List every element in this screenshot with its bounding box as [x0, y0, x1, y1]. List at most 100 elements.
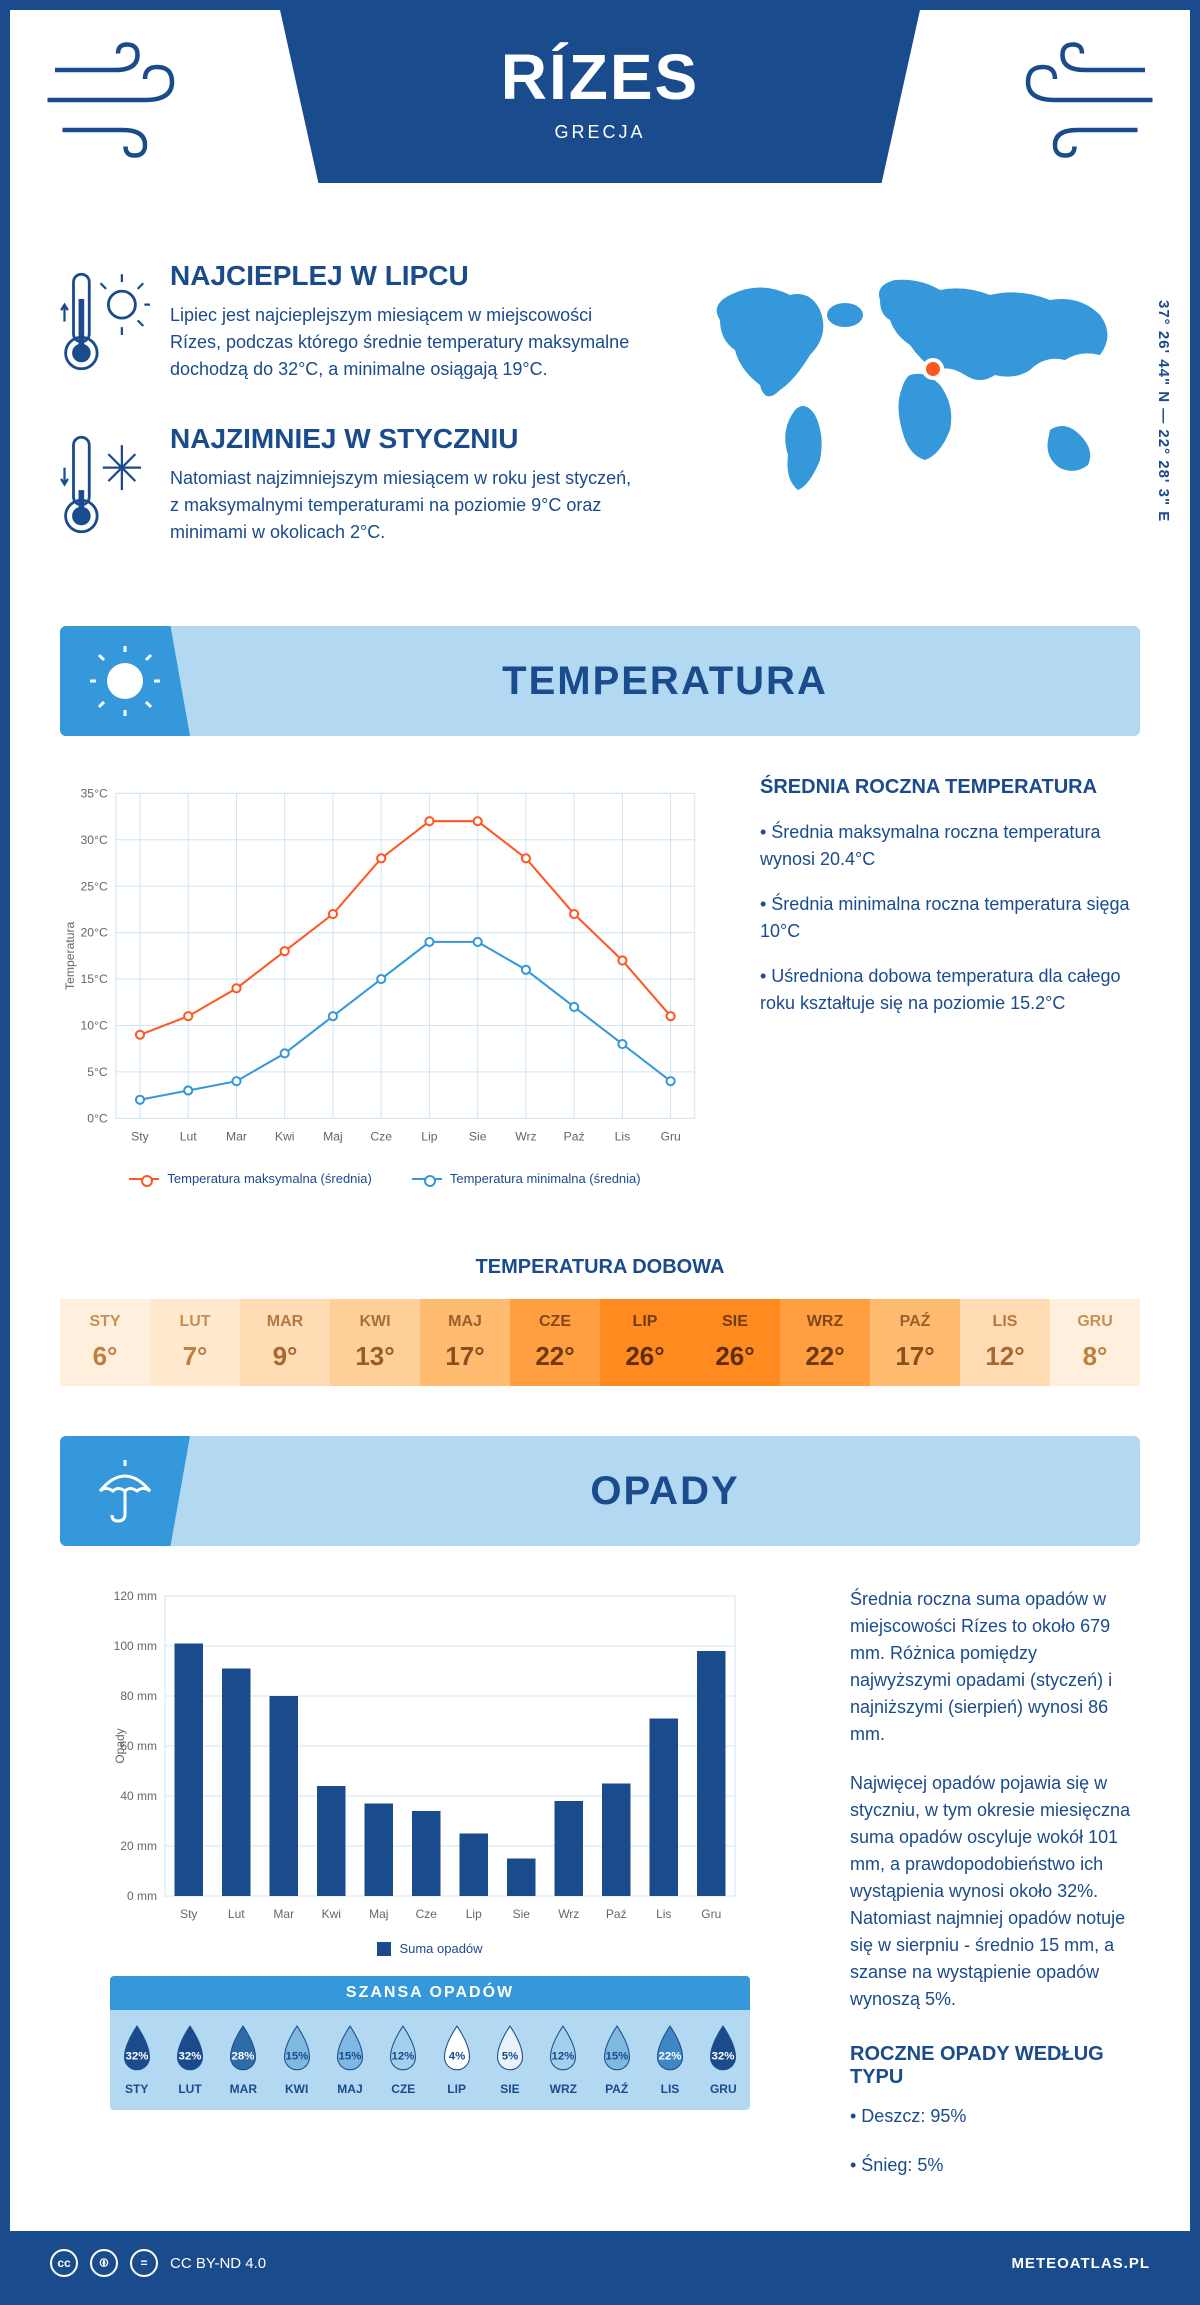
city-name: RÍZES — [280, 40, 920, 114]
coordinates: 37° 26' 44" N — 22° 28' 3" E — [1155, 300, 1172, 522]
svg-text:Kwi: Kwi — [322, 1907, 341, 1921]
site-name: METEOATLAS.PL — [1011, 2255, 1150, 2272]
svg-text:4%: 4% — [448, 2050, 465, 2062]
svg-text:15°C: 15°C — [81, 972, 108, 986]
page: RÍZES GRECJA NAJC — [0, 0, 1200, 2305]
chance-box: SZANSA OPADÓW 32% STY 32% LUT 28% MAR — [110, 1976, 750, 2110]
daily-cell: KWI13° — [330, 1299, 420, 1386]
svg-text:Mar: Mar — [273, 1907, 294, 1921]
chance-cell: 32% LUT — [163, 2024, 216, 2096]
svg-text:Cze: Cze — [370, 1130, 392, 1144]
chance-title: SZANSA OPADÓW — [110, 1976, 750, 2010]
svg-text:25°C: 25°C — [81, 879, 108, 893]
chance-cell: 15% KWI — [270, 2024, 323, 2096]
daily-cell: LUT7° — [150, 1299, 240, 1386]
svg-text:Gru: Gru — [660, 1130, 680, 1144]
svg-text:40 mm: 40 mm — [120, 1789, 157, 1803]
footer: cc 🅯 = CC BY-ND 4.0 METEOATLAS.PL — [10, 2231, 1190, 2295]
svg-text:20 mm: 20 mm — [120, 1839, 157, 1853]
chance-cell: 28% MAR — [217, 2024, 270, 2096]
svg-text:Maj: Maj — [323, 1130, 343, 1144]
wind-icon — [1010, 40, 1160, 160]
svg-text:Lut: Lut — [180, 1130, 198, 1144]
svg-text:35°C: 35°C — [81, 786, 108, 800]
svg-text:Sty: Sty — [131, 1130, 150, 1144]
svg-text:10°C: 10°C — [81, 1019, 108, 1033]
svg-text:Paź: Paź — [606, 1907, 627, 1921]
svg-text:0 mm: 0 mm — [127, 1889, 157, 1903]
svg-text:12%: 12% — [552, 2050, 575, 2062]
temperature-title: TEMPERATURA — [190, 659, 1140, 704]
coldest-text: Natomiast najzimniejszym miesiącem w rok… — [170, 465, 640, 546]
chance-cell: 12% CZE — [377, 2024, 430, 2096]
svg-text:Sty: Sty — [180, 1907, 197, 1921]
svg-text:0°C: 0°C — [87, 1111, 108, 1125]
svg-text:15%: 15% — [339, 2050, 362, 2062]
svg-text:Cze: Cze — [416, 1907, 438, 1921]
daily-cell: LIS12° — [960, 1299, 1050, 1386]
legend-min: .legend-item:nth-child(2) .legend-swatch… — [412, 1171, 641, 1186]
daily-cell: MAR9° — [240, 1299, 330, 1386]
chance-cell: 12% WRZ — [537, 2024, 590, 2096]
svg-text:Wrz: Wrz — [515, 1130, 536, 1144]
svg-text:Opady: Opady — [113, 1728, 127, 1763]
svg-text:28%: 28% — [232, 2050, 255, 2062]
svg-text:Gru: Gru — [701, 1907, 721, 1921]
svg-text:Lut: Lut — [228, 1907, 245, 1921]
svg-text:Lip: Lip — [466, 1907, 482, 1921]
temp-summary-heading: ŚREDNIA ROCZNA TEMPERATURA — [760, 776, 1140, 799]
thermometer-sun-icon — [60, 260, 150, 383]
hottest-block: NAJCIEPLEJ W LIPCU Lipiec jest najcieple… — [60, 260, 640, 383]
coldest-block: NAJZIMNIEJ W STYCZNIU Natomiast najzimni… — [60, 423, 640, 546]
svg-text:22%: 22% — [658, 2050, 681, 2062]
title-banner: RÍZES GRECJA — [280, 10, 920, 183]
temperature-banner: TEMPERATURA — [60, 626, 1140, 736]
legend-precip: Suma opadów — [377, 1941, 482, 1956]
svg-text:Kwi: Kwi — [275, 1130, 295, 1144]
svg-text:100 mm: 100 mm — [114, 1639, 157, 1653]
country-name: GRECJA — [280, 122, 920, 143]
svg-text:Mar: Mar — [226, 1130, 247, 1144]
svg-text:Temperatura: Temperatura — [63, 921, 77, 990]
svg-text:Lip: Lip — [421, 1130, 437, 1144]
chance-cell: 15% MAJ — [323, 2024, 376, 2096]
svg-text:Lis: Lis — [615, 1130, 631, 1144]
sun-icon — [90, 646, 160, 716]
daily-cell: GRU8° — [1050, 1299, 1140, 1386]
svg-text:Sie: Sie — [513, 1907, 531, 1921]
svg-text:5°C: 5°C — [87, 1065, 108, 1079]
chance-cell: 4% LIP — [430, 2024, 483, 2096]
svg-text:120 mm: 120 mm — [114, 1589, 157, 1603]
temperature-chart: 0°C 5°C 10°C 15°C 20°C 25°C 30°C 35°C Sty Lut Mar K… — [60, 776, 710, 1186]
svg-text:Sie: Sie — [469, 1130, 487, 1144]
svg-text:30°C: 30°C — [81, 833, 108, 847]
chance-cell: 32% GRU — [697, 2024, 750, 2096]
daily-cell: CZE22° — [510, 1299, 600, 1386]
daily-temp-strip: STY6° LUT7° MAR9° KWI13° MAJ17° CZE22° L… — [60, 1299, 1140, 1386]
intro-section: NAJCIEPLEJ W LIPCU Lipiec jest najcieple… — [10, 240, 1190, 626]
umbrella-icon — [90, 1456, 160, 1526]
chance-cell: 5% SIE — [483, 2024, 536, 2096]
svg-text:5%: 5% — [502, 2050, 519, 2062]
daily-cell: LIP26° — [600, 1299, 690, 1386]
precipitation-banner: OPADY — [60, 1436, 1140, 1546]
cc-icon: cc — [50, 2249, 78, 2277]
coldest-title: NAJZIMNIEJ W STYCZNIU — [170, 423, 640, 455]
chance-cell: 22% LIS — [643, 2024, 696, 2096]
license-text: CC BY-ND 4.0 — [170, 2255, 266, 2272]
temperature-summary: ŚREDNIA ROCZNA TEMPERATURA • Średnia mak… — [760, 776, 1140, 1186]
svg-text:15%: 15% — [285, 2050, 308, 2062]
daily-cell: SIE26° — [690, 1299, 780, 1386]
svg-text:12%: 12% — [392, 2050, 415, 2062]
daily-cell: WRZ22° — [780, 1299, 870, 1386]
precipitation-summary: Średnia roczna suma opadów w miejscowośc… — [850, 1586, 1140, 2201]
precipitation-chart: 0 mm20 mm40 mm60 mm80 mm100 mm120 mmOpad… — [60, 1586, 800, 2201]
svg-text:Paź: Paź — [564, 1130, 585, 1144]
svg-text:20°C: 20°C — [81, 926, 108, 940]
svg-text:32%: 32% — [712, 2050, 735, 2062]
daily-cell: PAŹ17° — [870, 1299, 960, 1386]
svg-text:32%: 32% — [125, 2050, 148, 2062]
location-marker — [924, 360, 942, 378]
world-map — [680, 260, 1140, 520]
hottest-text: Lipiec jest najcieplejszym miesiącem w m… — [170, 302, 640, 383]
